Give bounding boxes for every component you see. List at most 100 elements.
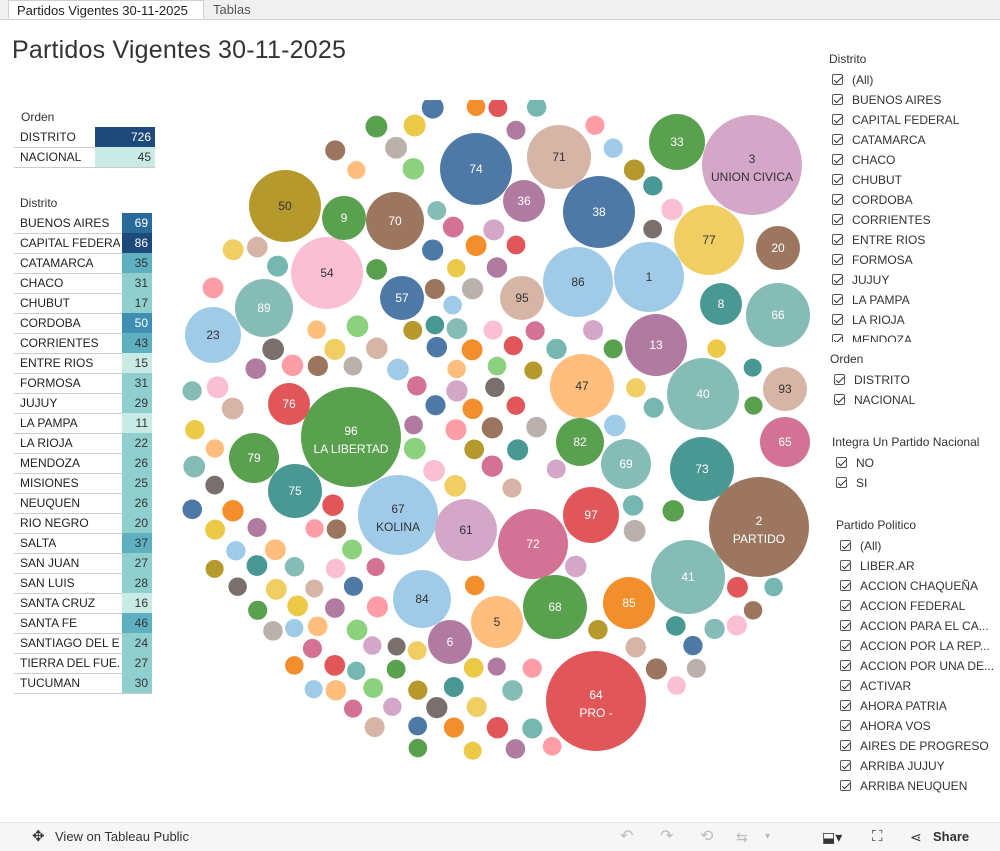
checkbox-checked-icon[interactable] bbox=[834, 394, 845, 405]
bubble-mark[interactable] bbox=[325, 680, 347, 701]
bubble-mark[interactable] bbox=[583, 320, 604, 341]
bubble-mark[interactable] bbox=[228, 577, 247, 596]
bubble-mark[interactable] bbox=[505, 739, 526, 759]
bubble-circle[interactable] bbox=[651, 540, 725, 614]
bubble-mark[interactable] bbox=[343, 699, 363, 718]
bubble-mark[interactable] bbox=[444, 475, 467, 497]
table-row[interactable]: SAN JUAN 27 bbox=[14, 553, 152, 573]
bubble-mark[interactable] bbox=[325, 140, 346, 161]
checkbox-checked-icon[interactable] bbox=[836, 477, 847, 488]
bubble-mark[interactable] bbox=[485, 377, 505, 398]
table-row[interactable]: LA PAMPA 11 bbox=[14, 413, 152, 433]
checkbox-checked-icon[interactable] bbox=[832, 334, 843, 342]
filter-checkbox-item[interactable]: BUENOS AIRES bbox=[832, 90, 997, 110]
bubble-circle[interactable] bbox=[471, 596, 523, 648]
bubble-circle[interactable] bbox=[546, 651, 646, 751]
bubble-mark[interactable] bbox=[366, 557, 385, 577]
bubble-circle[interactable] bbox=[667, 358, 739, 430]
checkbox-checked-icon[interactable] bbox=[832, 314, 843, 325]
bubble-mark[interactable] bbox=[343, 576, 364, 596]
bubble-mark[interactable] bbox=[623, 519, 646, 542]
bubble-mark[interactable] bbox=[466, 696, 487, 718]
table-row[interactable]: NEUQUEN 26 bbox=[14, 493, 152, 513]
tab-partidos-vigentes[interactable]: Partidos Vigentes 30-11-2025 bbox=[8, 0, 204, 19]
bubble-mark[interactable] bbox=[443, 295, 462, 315]
bubble-mark[interactable]: 47 bbox=[550, 354, 614, 418]
filter-partido[interactable]: (All) LIBER.AR ACCION CHAQUEÑA ACCION FEDE… bbox=[840, 536, 1000, 798]
bubble-mark[interactable] bbox=[542, 736, 562, 756]
table-row[interactable]: CAPITAL FEDERAL 86 bbox=[14, 233, 152, 253]
table-row[interactable]: CHUBUT 17 bbox=[14, 293, 152, 313]
bubble-mark[interactable] bbox=[206, 376, 229, 399]
table-row[interactable]: CORRIENTES 43 bbox=[14, 333, 152, 353]
bubble-mark[interactable] bbox=[221, 397, 244, 420]
bubble-mark[interactable] bbox=[464, 575, 485, 596]
bubble-mark[interactable] bbox=[403, 320, 423, 340]
bubble-mark[interactable]: 41 bbox=[651, 540, 725, 614]
bubble-mark[interactable] bbox=[222, 239, 244, 261]
bubble-circle[interactable] bbox=[700, 283, 742, 325]
bubble-mark[interactable]: 79 bbox=[229, 433, 279, 483]
bubble-mark[interactable] bbox=[726, 615, 747, 636]
bubble-mark[interactable] bbox=[502, 680, 523, 701]
bubble-mark[interactable] bbox=[462, 398, 483, 420]
bubble-circle[interactable] bbox=[500, 276, 544, 320]
share-icon[interactable]: ⋖ bbox=[910, 829, 922, 845]
revert-icon[interactable]: ⟲ bbox=[700, 828, 714, 845]
bubble-circle[interactable] bbox=[249, 170, 321, 242]
bubble-mark[interactable] bbox=[481, 417, 503, 439]
bubble-mark[interactable] bbox=[387, 358, 409, 381]
table-row[interactable]: BUENOS AIRES 69 bbox=[14, 213, 152, 233]
bubble-mark[interactable] bbox=[408, 680, 428, 700]
bubble-mark[interactable] bbox=[265, 578, 287, 600]
filter-checkbox-item[interactable]: ACTIVAR bbox=[840, 676, 1000, 696]
filter-checkbox-item[interactable]: CHACO bbox=[832, 150, 997, 170]
filter-checkbox-item[interactable]: SI bbox=[836, 473, 996, 493]
bubble-mark[interactable]: 73 bbox=[670, 437, 734, 501]
filter-checkbox-item[interactable]: LIBER.AR bbox=[840, 556, 1000, 576]
bubble-circle[interactable] bbox=[301, 387, 401, 487]
bubble-circle[interactable] bbox=[268, 383, 310, 425]
bubble-mark[interactable] bbox=[267, 255, 289, 277]
bubble-mark[interactable] bbox=[626, 378, 646, 398]
filter-checkbox-item[interactable]: CAPITAL FEDERAL bbox=[832, 110, 997, 130]
filter-orden[interactable]: DISTRITO NACIONAL bbox=[834, 370, 994, 410]
bubble-mark[interactable] bbox=[743, 358, 762, 377]
bubble-mark[interactable] bbox=[625, 636, 646, 658]
bubble-mark[interactable] bbox=[503, 336, 523, 356]
bubble-mark[interactable] bbox=[662, 500, 684, 522]
table-row[interactable]: SANTA CRUZ 16 bbox=[14, 593, 152, 613]
bubble-mark[interactable] bbox=[603, 339, 623, 359]
checkbox-checked-icon[interactable] bbox=[832, 74, 843, 85]
filter-checkbox-item[interactable]: AHORA VOS bbox=[840, 716, 1000, 736]
bubble-circle[interactable] bbox=[440, 133, 512, 205]
checkbox-checked-icon[interactable] bbox=[832, 254, 843, 265]
bubble-mark[interactable] bbox=[463, 741, 482, 760]
bubble-mark[interactable] bbox=[363, 636, 382, 655]
bubble-circle[interactable] bbox=[235, 279, 293, 337]
bubble-mark[interactable]: 69 bbox=[601, 439, 651, 489]
checkbox-checked-icon[interactable] bbox=[840, 760, 851, 771]
bubble-circle[interactable] bbox=[601, 439, 651, 489]
tab-tablas[interactable]: Tablas bbox=[213, 2, 251, 17]
bubble-mark[interactable]: 82 bbox=[556, 418, 604, 466]
checkbox-checked-icon[interactable] bbox=[840, 660, 851, 671]
bubble-mark[interactable] bbox=[408, 738, 428, 758]
checkbox-checked-icon[interactable] bbox=[832, 274, 843, 285]
bubble-mark[interactable] bbox=[285, 656, 304, 675]
bubble-mark[interactable] bbox=[307, 320, 326, 339]
table-row[interactable]: SANTIAGO DEL E.. 24 bbox=[14, 633, 152, 653]
bubble-mark[interactable]: 1 bbox=[614, 242, 684, 312]
bubble-mark[interactable] bbox=[205, 439, 225, 458]
filter-checkbox-item[interactable]: LA PAMPA bbox=[832, 290, 997, 310]
table-row[interactable]: JUJUY 29 bbox=[14, 393, 152, 413]
bubble-mark[interactable] bbox=[347, 161, 366, 180]
bubble-circle[interactable] bbox=[527, 125, 591, 189]
bubble-mark[interactable] bbox=[287, 595, 309, 617]
bubble-circle[interactable] bbox=[523, 575, 587, 639]
bubble-mark[interactable]: 95 bbox=[500, 276, 544, 320]
bubble-mark[interactable] bbox=[248, 600, 268, 620]
view-on-tableau-link[interactable]: View on Tableau Public bbox=[55, 829, 189, 844]
bubble-circle[interactable] bbox=[649, 114, 705, 170]
bubble-circle[interactable] bbox=[550, 354, 614, 418]
